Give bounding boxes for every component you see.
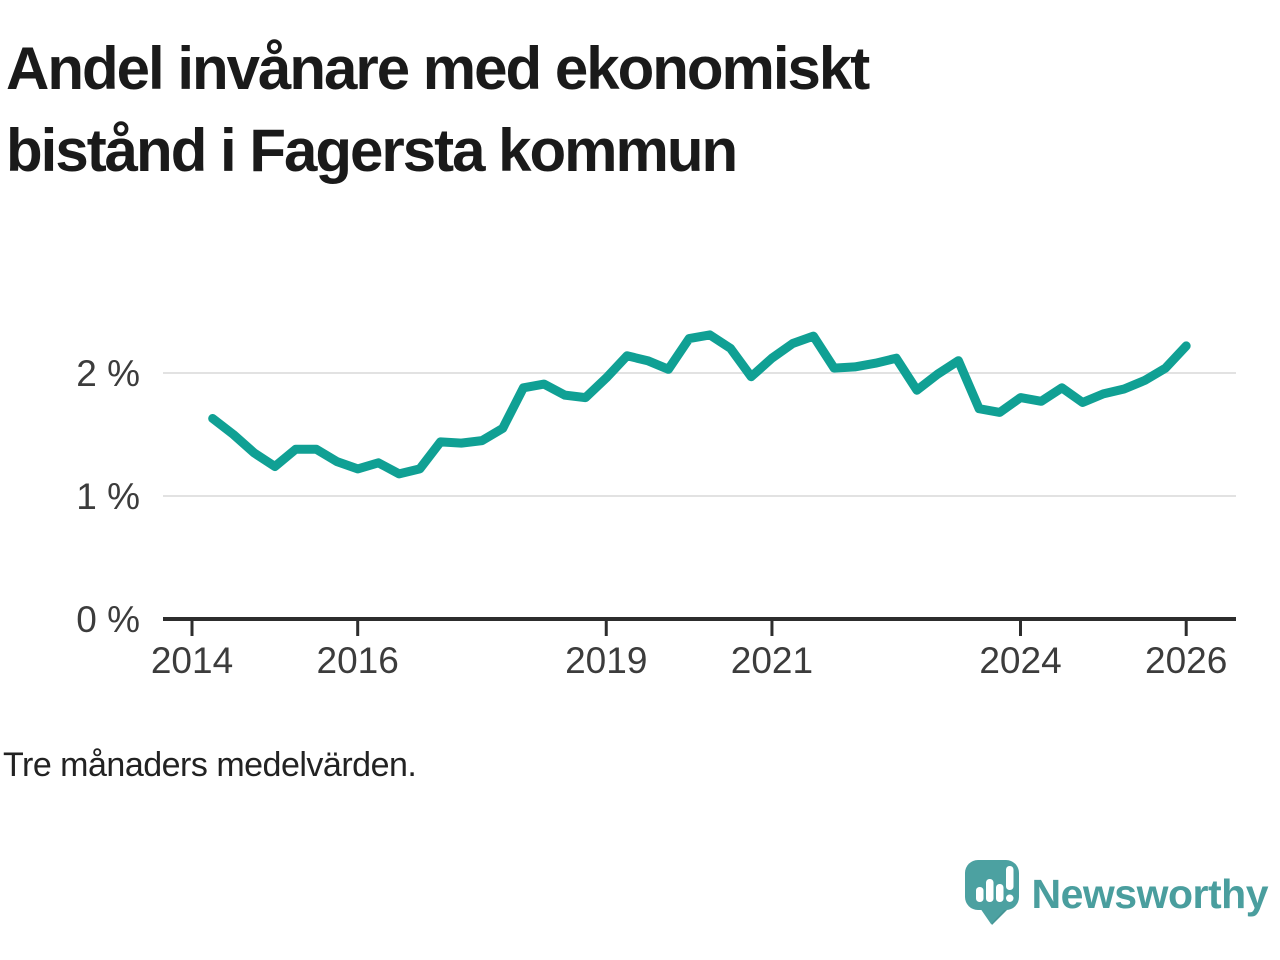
x-axis-label-2026: 2026: [1145, 640, 1227, 681]
x-axis-label-2021: 2021: [731, 640, 813, 681]
newsworthy-wordmark: Newsworthy: [1031, 871, 1269, 917]
x-axis-label-2019: 2019: [565, 640, 647, 681]
chart-footnote: Tre månaders medelvärden.: [3, 746, 417, 784]
x-axis-label-2014: 2014: [151, 640, 233, 681]
x-axis-label-2024: 2024: [979, 640, 1061, 681]
y-axis-label-2: 2 %: [76, 353, 140, 394]
y-axis-label-0: 0 %: [76, 599, 140, 640]
data-line: [208, 330, 1191, 479]
x-axis-label-2016: 2016: [317, 640, 399, 681]
y-axis-label-1: 1 %: [76, 476, 140, 517]
page-title: Andel invånare med ekonomiskt bistånd i …: [6, 35, 870, 184]
newsworthy-logo: Newsworthy: [964, 860, 1269, 928]
newsworthy-speech-bubble-bars-icon: [964, 860, 1019, 925]
